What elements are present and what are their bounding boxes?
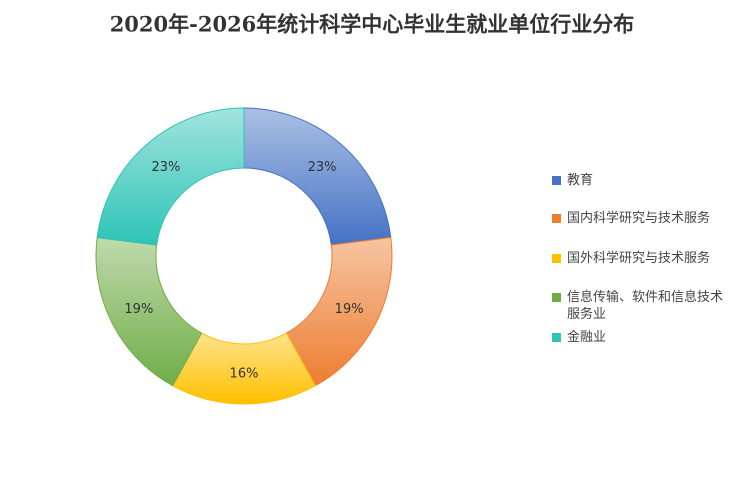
data-label: 19% — [335, 302, 364, 317]
legend-swatch — [552, 254, 561, 263]
legend-label: 国内科学研究与技术服务 — [567, 211, 711, 226]
chart-title: 2020年-2026年统计科学中心毕业生就业单位行业分布 — [110, 12, 635, 37]
legend-swatch — [552, 293, 561, 302]
legend-item: 金融业 — [552, 329, 727, 346]
legend-swatch — [552, 214, 561, 223]
legend-label: 信息传输、软件和信息技术服务业 — [567, 290, 724, 322]
legend-label: 金融业 — [567, 330, 607, 345]
legend-item: 教育 — [552, 172, 727, 189]
legend-swatch — [552, 176, 561, 185]
legend-label: 教育 — [567, 173, 594, 188]
legend-item: 国外科学研究与技术服务 — [552, 250, 727, 267]
data-label: 23% — [308, 160, 337, 175]
legend-item: 国内科学研究与技术服务 — [552, 210, 727, 227]
legend-label: 国外科学研究与技术服务 — [567, 251, 711, 266]
data-label: 16% — [230, 367, 259, 382]
donut-segment — [96, 107, 245, 246]
legend-item: 信息传输、软件和信息技术服务业 — [552, 289, 727, 323]
data-label: 23% — [152, 160, 181, 175]
legend-swatch — [552, 333, 561, 342]
data-label: 19% — [124, 302, 153, 317]
donut-segment — [243, 107, 392, 246]
